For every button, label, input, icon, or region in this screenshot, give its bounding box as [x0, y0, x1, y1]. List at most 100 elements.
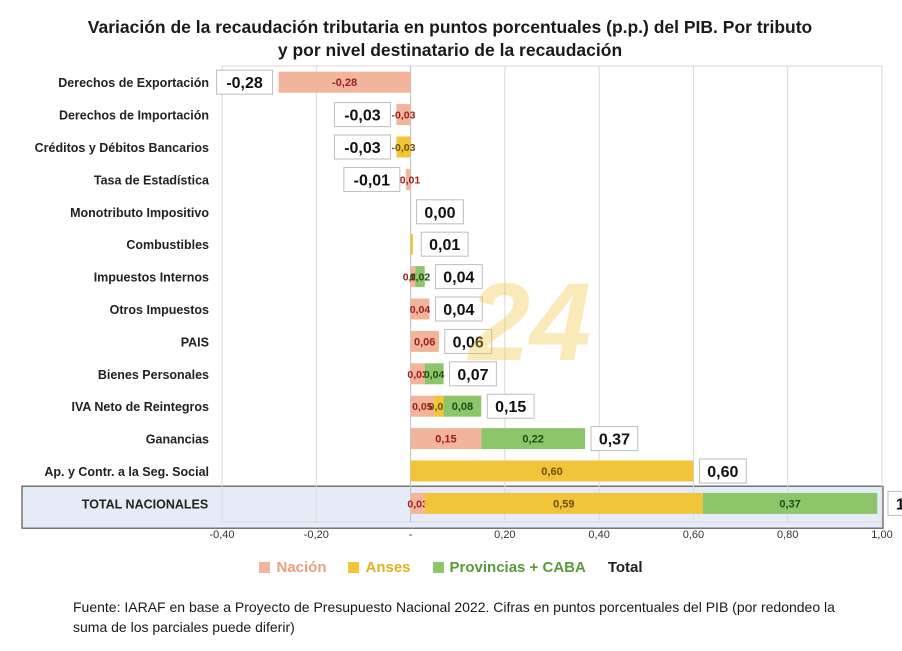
bar-nacion-label: 0,04	[410, 304, 431, 316]
total-label-box	[449, 361, 497, 387]
bar-nacion	[410, 492, 425, 514]
legend-swatch-nacion	[259, 562, 271, 573]
category-label: Monotributo Impositivo	[70, 206, 209, 220]
total-label-box	[434, 264, 483, 290]
total-label: -0,28	[226, 75, 263, 92]
bar-anses	[396, 136, 411, 158]
chart-title: Variación de la recaudación tributaria e…	[40, 16, 860, 62]
bar-nacion	[410, 363, 425, 385]
bar-nacion	[410, 395, 435, 417]
bar-nacion-label: 0,03	[407, 369, 428, 381]
x-tick-label: 0,20	[494, 529, 515, 541]
bar-nacion-label: 0,05	[412, 401, 433, 413]
category-label: Créditos y Débitos Bancarios	[35, 141, 209, 155]
bar-anses	[410, 460, 694, 482]
x-tick-label: -0,40	[209, 529, 234, 541]
bar-provincias-label: 0,22	[522, 434, 543, 446]
total-label-box	[333, 102, 391, 128]
bar-provincias	[415, 266, 425, 288]
category-label: TOTAL NACIONALES	[82, 497, 208, 511]
total-label-box	[333, 134, 391, 160]
total-label-box	[887, 490, 902, 516]
category-label: Bienes Personales	[98, 368, 209, 382]
source-note: Fuente: IARAF en base a Proyecto de Pres…	[73, 599, 835, 635]
bar-anses-label: 0,59	[553, 498, 574, 510]
bar-provincias	[481, 428, 585, 450]
x-tick-label: 0,40	[588, 529, 609, 541]
total-label: 0,07	[457, 367, 488, 384]
legend-item-provincias: Provincias + CABA	[432, 559, 586, 576]
bar-anses-label: -0,03	[392, 142, 416, 154]
x-tick-label: -	[409, 529, 413, 541]
bar-chart: -0,40 -0,20-0,20 0,40 0,60 0,80 1,00Derechos …	[21, 65, 902, 541]
chart-title-line-1: Variación de la recaudación tributaria e…	[87, 17, 813, 37]
total-label: 0,06	[453, 334, 484, 351]
bar-nacion	[410, 428, 482, 450]
total-label: -0,03	[344, 140, 381, 157]
watermark: 24	[467, 261, 591, 384]
x-tick-label: 0,60	[683, 529, 704, 541]
bar-nacion-label: 0,03	[407, 498, 428, 510]
category-label: Otros Impuestos	[110, 303, 209, 317]
total-label: 0,01	[429, 237, 460, 254]
category-label: Tasa de Estadística	[94, 173, 210, 187]
total-label-box	[698, 458, 747, 484]
legend-label-anses: Anses	[365, 559, 411, 576]
bar-nacion-label: -0,03	[392, 110, 416, 122]
bar-anses-label: 0,60	[541, 466, 562, 478]
bar-nacion	[278, 71, 411, 93]
legend-label-nacion: Nación	[276, 559, 327, 576]
bar-nacion	[410, 266, 416, 288]
category-label: Ganancias	[146, 433, 209, 447]
bar-nacion	[410, 298, 430, 320]
bar-provincias	[424, 363, 444, 385]
x-tick-label: 0,80	[777, 529, 798, 541]
legend-label-provincias: Provincias + CABA	[449, 559, 586, 576]
chart-title-line-2: y por nivel destinatario de la recaudaci…	[277, 40, 623, 60]
bar-provincias	[702, 492, 878, 514]
total-label-box	[434, 296, 483, 322]
bar-nacion-label: 0,15	[435, 434, 456, 446]
total-label: 0,04	[443, 270, 474, 287]
total-label: 0,15	[495, 399, 526, 416]
total-label-box	[343, 166, 401, 192]
bar-nacion-label: 0,06	[414, 336, 435, 348]
bar-nacion-label: -0,01	[396, 174, 420, 186]
total-label-box	[444, 328, 493, 354]
bar-provincias-label: 0,04	[424, 369, 445, 381]
legend-item-nacion: Nación	[259, 559, 326, 576]
legend-swatch-provincias	[432, 562, 444, 573]
legend-swatch-anses	[348, 562, 360, 573]
bar-provincias-label: 0,37	[779, 498, 800, 510]
total-label-box	[590, 426, 639, 452]
total-label: 0,00	[424, 205, 455, 222]
bar-anses	[424, 492, 703, 514]
total-label: 0,37	[599, 432, 630, 449]
bar-nacion	[396, 104, 411, 126]
total-label: 0,04	[443, 302, 474, 319]
total-label: -0,01	[354, 172, 391, 189]
category-label: PAIS	[181, 335, 209, 349]
category-label: Impuestos Internos	[94, 271, 209, 285]
x-tick-label: -0,20	[304, 529, 329, 541]
total-label: -0,03	[344, 108, 381, 125]
category-label: IVA Neto de Reintegros	[71, 400, 209, 414]
total-label: 1,00	[896, 496, 902, 513]
category-label: Derechos de Importación	[59, 109, 209, 123]
total-label-box	[486, 393, 535, 419]
bar-nacion	[410, 330, 439, 352]
legend-item-total: Total	[608, 559, 643, 576]
total-label-box	[216, 69, 274, 95]
category-label: Derechos de Exportación	[58, 76, 209, 90]
category-label: Combustibles	[126, 238, 209, 252]
bar-provincias-label: 0,08	[452, 401, 473, 413]
bar-nacion	[405, 168, 411, 190]
total-label: 0,60	[707, 464, 738, 481]
chart-legend: Nación Anses Provincias + CABA Total	[0, 559, 902, 576]
legend-item-anses: Anses	[348, 559, 411, 576]
bar-anses	[434, 395, 444, 417]
bar-provincias	[443, 395, 482, 417]
legend-label-total: Total	[607, 559, 643, 576]
category-label: Ap. y Contr. a la Seg. Social	[44, 465, 209, 479]
